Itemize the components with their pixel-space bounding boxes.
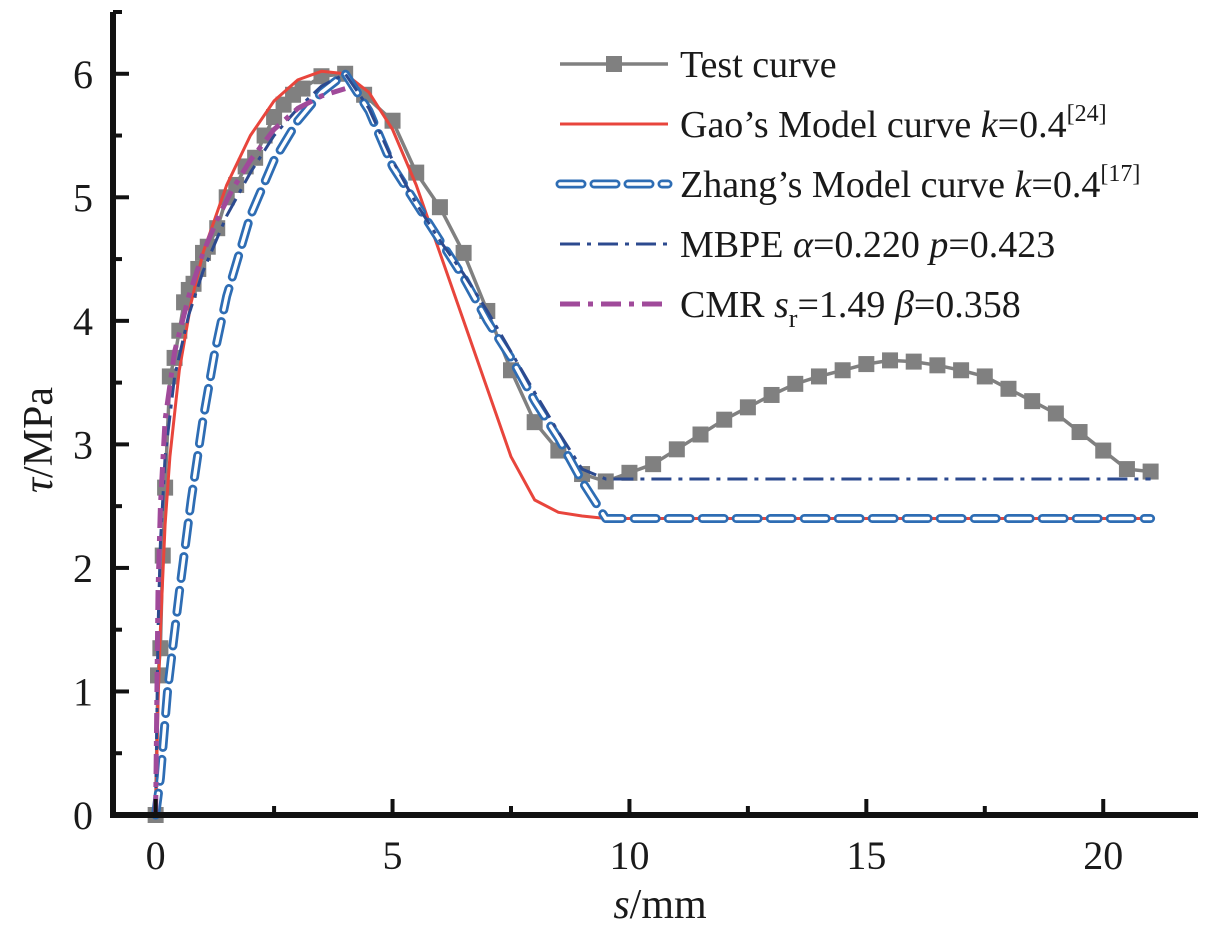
series-zhang-s-model-curve — [151, 69, 1156, 820]
data-point — [597, 473, 614, 490]
legend-val: =1.49 — [797, 284, 894, 326]
legend-label: MBPE α=0.220 p=0.423 — [680, 224, 1055, 266]
axes: 0 5 10 15 20 0 1 2 3 4 5 6 — [73, 10, 1198, 878]
data-point — [976, 368, 993, 385]
y-tick-label: 6 — [73, 52, 93, 97]
data-point — [787, 375, 804, 392]
x-tick-label: 5 — [383, 833, 403, 878]
legend-entry: Zhang’s Model curve k=0.4[17] — [555, 161, 1140, 206]
data-point — [882, 352, 899, 369]
series-line-inner — [153, 71, 1153, 817]
legend-val2: =0.358 — [914, 284, 1021, 326]
data-point — [526, 414, 543, 431]
data-point — [431, 199, 448, 216]
legend-var2: β — [894, 284, 914, 326]
x-tick-label: 15 — [846, 833, 886, 878]
y-axis-var: τ — [16, 476, 62, 493]
legend-base: Test curve — [680, 44, 837, 86]
x-tick-label: 20 — [1083, 833, 1123, 878]
data-point — [171, 322, 188, 339]
data-point — [716, 411, 733, 428]
data-point — [810, 368, 827, 385]
data-point — [834, 362, 851, 379]
data-point — [266, 109, 283, 126]
legend-var: k — [1015, 164, 1033, 206]
series-line — [153, 86, 346, 816]
data-point — [621, 464, 638, 481]
data-point — [739, 399, 756, 416]
y-tick-label: 4 — [73, 299, 93, 344]
legend-var2: p — [926, 224, 948, 266]
y-axis-unit: /MPa — [16, 387, 62, 478]
data-point — [1024, 393, 1041, 410]
legend-entry: Gao’s Model curve k=0.4[24] — [560, 101, 1107, 146]
legend-entry: MBPE α=0.220 p=0.423 — [560, 224, 1055, 266]
series-line — [154, 72, 1151, 816]
series-mbpe — [154, 72, 1151, 816]
y-tick-label: 0 — [73, 793, 93, 838]
data-point — [1142, 463, 1159, 480]
series-cmr — [153, 86, 346, 816]
legend-val: =0.4 — [1031, 164, 1100, 206]
legend-val: =0.4 — [998, 104, 1067, 146]
y-tick-label: 3 — [73, 422, 93, 467]
legend-base: Zhang’s Model curve — [680, 164, 1015, 206]
legend-label: Zhang’s Model curve k=0.4[17] — [680, 161, 1140, 206]
legend-sup: [24] — [1067, 101, 1107, 127]
data-point — [668, 441, 685, 458]
legend-var: k — [981, 104, 999, 146]
legend-label: CMR sr=1.49 β=0.358 — [680, 284, 1021, 333]
legend-label: Gao’s Model curve k=0.4[24] — [680, 101, 1107, 146]
data-point — [1095, 442, 1112, 459]
data-point — [953, 362, 970, 379]
x-axis-title: s/mm — [613, 882, 707, 928]
data-point — [455, 244, 472, 261]
legend-var: s — [774, 284, 789, 326]
x-axis-var: s — [613, 882, 629, 928]
data-point — [1118, 461, 1135, 478]
data-point — [692, 426, 709, 443]
legend-label: Test curve — [680, 44, 837, 86]
data-point — [905, 353, 922, 370]
y-tick-label: 2 — [73, 546, 93, 591]
legend-sub: r — [789, 304, 798, 333]
data-point — [929, 357, 946, 374]
plot-area — [147, 65, 1159, 823]
legend-sup: [17] — [1100, 161, 1140, 187]
data-point — [858, 356, 875, 373]
legend-base: Gao’s Model curve — [680, 104, 981, 146]
x-tick-label: 0 — [146, 833, 166, 878]
legend-marker — [606, 56, 622, 72]
legend-entry: Test curve — [560, 44, 837, 86]
data-point — [1047, 405, 1064, 422]
legend-val2: =0.423 — [948, 224, 1055, 266]
data-point — [294, 80, 311, 97]
legend-base: CMR — [680, 284, 774, 326]
y-axis-title: τ/MPa — [16, 387, 62, 493]
data-point — [1071, 424, 1088, 441]
data-point — [645, 456, 662, 473]
data-point — [763, 386, 780, 403]
legend-base: MBPE — [680, 224, 793, 266]
x-tick-label: 10 — [609, 833, 649, 878]
y-tick-label: 5 — [73, 175, 93, 220]
legend-val: =0.220 — [813, 224, 929, 266]
y-tick-label: 1 — [73, 669, 93, 714]
data-point — [1000, 380, 1017, 397]
x-axis-unit: /mm — [630, 882, 707, 928]
legend-var: α — [793, 224, 814, 266]
legend-entry: CMR sr=1.49 β=0.358 — [560, 284, 1021, 333]
